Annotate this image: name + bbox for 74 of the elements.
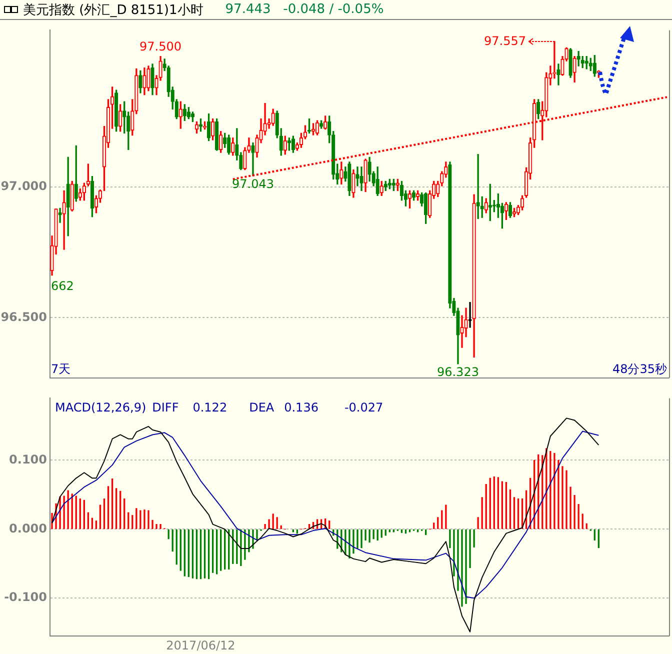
candlestick [66,156,70,236]
candlestick [178,101,182,129]
candlestick [186,106,190,120]
annotation: 97.557 [484,34,526,48]
candlestick [568,48,572,78]
candlestick [82,182,86,201]
candlestick [364,158,368,192]
candlestick [283,136,287,155]
candlestick [512,208,516,218]
candlestick [219,131,223,153]
candlestick [324,116,328,130]
y-tick-label: 97.000 [0,179,47,194]
candlestick [231,138,235,156]
candlestick [227,134,231,155]
y-tick-label: 96.500 [0,310,47,324]
candlestick [472,194,476,358]
candlestick [576,51,580,66]
candlestick [118,104,122,132]
candlestick [484,198,488,214]
annotation: 48分35秒 [612,362,667,376]
candlestick [408,190,412,209]
chart-title: 美元指数 (外汇_D 8151)1小时 [23,2,204,18]
candlestick [58,208,62,223]
y-tick-label: 0.000 [9,521,47,536]
candlestick [190,112,195,122]
chart-subtitle: 97.443 -0.048 / -0.05% [225,2,384,17]
annotation: 0.136 [284,400,318,414]
y-tick-label: 0.100 [9,452,47,466]
candlestick [90,176,94,218]
annotation: DEA [249,400,275,414]
candlestick [210,118,215,140]
candlestick [588,58,592,72]
candlestick [150,64,154,96]
candlestick [146,66,150,92]
candlestick [424,192,428,224]
candlestick [504,202,508,220]
candlestick [291,136,296,153]
chart-title: MACD(12,26,9) [55,400,146,414]
annotation: 97.500 [140,39,182,54]
candlestick [271,108,275,126]
candlestick [198,118,203,132]
annotation: 0.122 [192,400,228,414]
candlestick [416,190,420,201]
annotation: 7天 [51,362,71,376]
candlestick [251,142,255,176]
candlestick [556,64,560,86]
candlestick [412,190,416,201]
candlestick [194,121,199,134]
candlestick [352,169,356,198]
candlestick [360,166,364,191]
candlestick [70,180,74,212]
annotation: 97.043 [232,176,274,191]
candlestick [468,302,472,328]
candlestick [114,90,118,132]
annotation: DIFF [152,400,179,414]
annotation: 662 [51,279,74,294]
candlestick [319,120,324,129]
candlestick [142,68,146,96]
x-tick-label: 2017/06/12 [166,638,236,652]
annotation: 96.323 [436,365,479,380]
annotation: -0.027 [344,400,384,414]
candlestick [348,162,352,196]
candlestick [384,180,388,191]
candlestick [138,70,142,94]
candlestick [62,190,66,250]
candlestick [74,145,78,202]
candlestick [572,56,576,83]
candlestick [380,180,384,196]
candlestick [214,118,219,151]
candlestick [476,154,480,219]
candlestick [584,56,588,70]
candlestick [78,188,82,201]
y-tick-label: -0.100 [4,590,47,604]
candlestick [536,99,540,120]
